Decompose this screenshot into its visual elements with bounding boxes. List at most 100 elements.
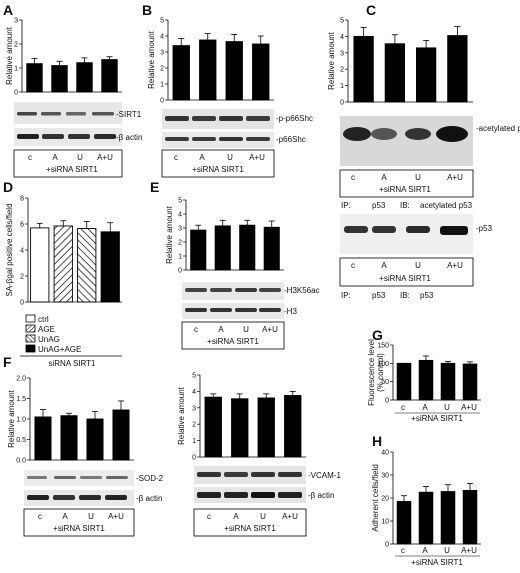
blot-band bbox=[105, 495, 127, 500]
lane-label: U bbox=[243, 325, 249, 334]
lane-label: A bbox=[218, 325, 224, 334]
chart-d: 0 2 4 6 8 SA-βgal positive cells/field bbox=[5, 196, 122, 307]
bar bbox=[77, 228, 97, 303]
y-axis-label: Relative amount bbox=[5, 26, 14, 85]
y-tick-label: 2 bbox=[14, 42, 18, 49]
y-tick-label: 2 bbox=[192, 422, 196, 429]
panel-label-a: A bbox=[3, 2, 13, 18]
blot-band bbox=[165, 137, 189, 141]
bar bbox=[440, 491, 456, 545]
panel-c-blots: -acetylated p53 c A U A+U +siRNA SIRT1 I… bbox=[339, 116, 520, 300]
bar bbox=[384, 43, 406, 103]
bar bbox=[415, 47, 437, 103]
panel-label-g: G bbox=[372, 327, 383, 343]
lane-label: A bbox=[52, 153, 58, 162]
lane-label: A bbox=[422, 546, 428, 555]
y-tick-label: 0 bbox=[20, 300, 24, 307]
y-tick-label: 2 bbox=[340, 67, 344, 74]
blot-label: -acetylated p53 bbox=[476, 124, 520, 133]
lane-box-f1 bbox=[23, 508, 135, 537]
blot-band bbox=[343, 127, 371, 141]
ib-label: acetylated p53 bbox=[420, 201, 473, 210]
lane-label: U bbox=[444, 546, 450, 555]
lane-box-b bbox=[161, 149, 275, 178]
blot-band bbox=[94, 134, 116, 139]
bar bbox=[101, 59, 118, 93]
sirna-label: +siRNA SIRT1 bbox=[379, 274, 431, 283]
panel-b-blots: -p-p66Shc -p66Shc c A U A+U +siRNA SIRT1 bbox=[161, 109, 313, 178]
y-tick-label: 0 bbox=[385, 398, 389, 405]
bar bbox=[447, 35, 468, 103]
y-tick-label: 50 bbox=[381, 379, 389, 386]
y-tick-label: 40 bbox=[381, 450, 389, 457]
blot-band bbox=[106, 476, 128, 479]
blot-band bbox=[27, 476, 47, 479]
blot-band bbox=[224, 492, 248, 498]
y-tick-label: 0 bbox=[160, 98, 164, 105]
lane-label: A+U bbox=[108, 512, 124, 521]
sirna-label: +siRNA SIRT1 bbox=[411, 558, 463, 567]
chart-e: 0 1 2 3 4 5 Relative amount bbox=[165, 198, 284, 275]
bar bbox=[284, 395, 302, 458]
chart-c: 0 1 2 3 4 5 Relative amount bbox=[327, 18, 473, 107]
blot-band bbox=[17, 112, 37, 116]
blot-band bbox=[210, 308, 232, 312]
blot-label: -β actin bbox=[308, 491, 334, 500]
ib-label: IB: bbox=[400, 291, 410, 300]
y-tick-label: 4 bbox=[160, 34, 164, 41]
blot-band bbox=[53, 495, 75, 500]
y-tick-label: 0 bbox=[192, 455, 196, 462]
lane-label: A bbox=[233, 512, 239, 521]
blot-band bbox=[197, 492, 221, 498]
blot-band bbox=[80, 476, 102, 479]
blot-band bbox=[79, 495, 101, 500]
blot-label: -β actin bbox=[116, 133, 142, 142]
y-axis-label: SA-βgal positive cells/field bbox=[5, 203, 14, 296]
lane-label: c bbox=[28, 153, 32, 162]
lane-box-c2 bbox=[339, 257, 474, 287]
y-tick-label: 1 bbox=[14, 66, 18, 73]
y-tick-label: 2.0 bbox=[16, 376, 26, 383]
chart-f2: 0 1 2 3 4 5 Relative amount bbox=[177, 373, 306, 462]
chart-b: 0 1 2 3 4 5 Relative amount bbox=[147, 18, 274, 105]
blot-band bbox=[278, 492, 302, 498]
panel-a-blots: -SIRT1 -β actin c A U A+U +siRNA SIRT1 bbox=[13, 102, 142, 178]
y-tick-label: 5 bbox=[192, 373, 196, 380]
blot-band bbox=[192, 116, 216, 121]
blot-band bbox=[251, 472, 275, 477]
y-tick-label: 6 bbox=[20, 222, 24, 229]
blot-label-line: -acetylated p53 bbox=[476, 124, 520, 133]
blot-label: -H3 bbox=[284, 307, 297, 316]
blot-band bbox=[344, 226, 368, 233]
blot-h3 bbox=[182, 303, 284, 319]
blot-band bbox=[185, 288, 207, 292]
lane-label: c bbox=[207, 512, 211, 521]
ip-label: IP: bbox=[341, 201, 351, 210]
blot-label: -VCAM-1 bbox=[308, 471, 341, 480]
lane-label: A bbox=[381, 261, 387, 270]
y-tick-label: 3 bbox=[340, 50, 344, 57]
blot-sod2 bbox=[24, 470, 134, 486]
blot-h3k56ac bbox=[182, 282, 284, 300]
blot-band bbox=[406, 226, 430, 233]
panel-label-h: H bbox=[372, 433, 382, 449]
legend-swatch-ctrl bbox=[25, 314, 36, 323]
blot-band bbox=[259, 308, 281, 312]
lane-label: c bbox=[38, 512, 42, 521]
blot-band bbox=[224, 472, 248, 477]
legend-label: UnAG bbox=[38, 335, 60, 344]
y-tick-label: 20 bbox=[381, 496, 389, 503]
y-tick-label: 1 bbox=[340, 83, 344, 90]
blot-band bbox=[92, 112, 114, 116]
blot-band bbox=[68, 134, 90, 139]
ip-label: IP: bbox=[341, 291, 351, 300]
y-tick-label: 0 bbox=[14, 90, 18, 97]
panel-label-d: D bbox=[3, 179, 13, 195]
lane-box-a bbox=[13, 149, 123, 178]
y-tick-label: 0.5 bbox=[16, 437, 26, 444]
bar bbox=[190, 229, 207, 271]
blot-label: -p53 bbox=[476, 224, 493, 233]
sirna-label: +siRNA SIRT1 bbox=[53, 524, 105, 533]
lane-label: A bbox=[199, 153, 205, 162]
